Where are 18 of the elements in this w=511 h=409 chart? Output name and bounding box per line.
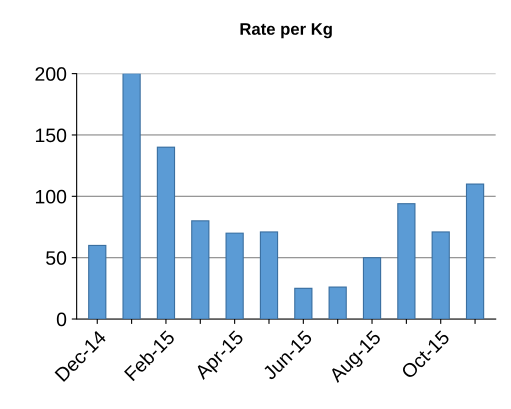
bar — [328, 286, 347, 320]
bar — [191, 220, 210, 320]
bar — [122, 74, 141, 320]
bar — [432, 231, 450, 320]
chart-title: Rate per Kg — [240, 23, 332, 38]
bar — [397, 203, 416, 320]
bar — [294, 288, 312, 320]
bar — [362, 257, 382, 320]
bar — [466, 183, 484, 320]
y-tick-label: 200 — [35, 67, 66, 81]
bar — [226, 232, 244, 320]
y-tick-label: 150 — [36, 128, 66, 142]
y-tick-label: 0 — [56, 312, 66, 326]
bar — [88, 244, 106, 320]
bar — [260, 231, 278, 320]
y-tick-label: 100 — [36, 190, 66, 204]
bar — [156, 146, 176, 320]
y-tick-label: 50 — [46, 251, 66, 265]
